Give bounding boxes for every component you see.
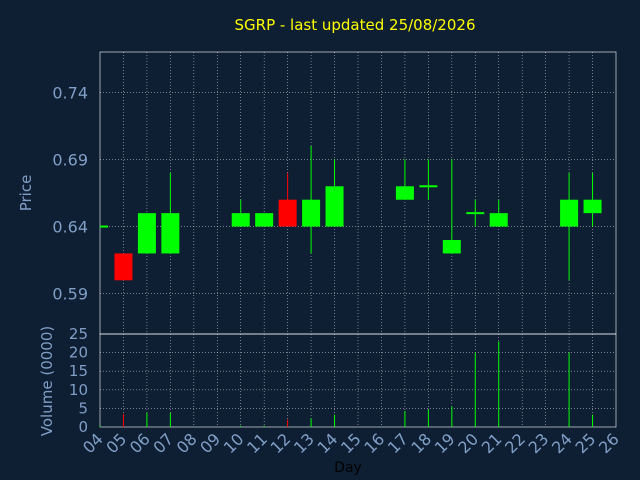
- volume-tick-label: 15: [69, 362, 88, 380]
- price-y-ticks: 0.59 0.64 0.69 0.74: [52, 83, 88, 303]
- candle-body: [231, 213, 250, 227]
- candle-18: [419, 159, 438, 200]
- candle-05: [114, 253, 133, 281]
- candle-06: [137, 213, 156, 254]
- volume-grid: [100, 334, 616, 427]
- volume-tick-label: 0: [78, 418, 88, 436]
- volume-tick-label: 10: [69, 381, 88, 399]
- candle-12: [278, 172, 297, 227]
- candle-17: [395, 159, 414, 200]
- candle-body: [114, 253, 133, 281]
- candle-body: [560, 199, 579, 227]
- candle-body: [302, 199, 321, 227]
- candle-body: [489, 213, 508, 227]
- candle-body: [255, 213, 274, 227]
- candle-body: [395, 186, 414, 200]
- day-x-ticks: 0405060708091011121314151617181920212223…: [79, 429, 623, 457]
- candle-07: [161, 172, 180, 254]
- candle-body: [161, 213, 180, 254]
- candle-11: [255, 213, 274, 227]
- volume-bars: [99, 341, 594, 427]
- price-tick-label: 0.64: [52, 218, 88, 237]
- price-tick-label: 0.74: [52, 83, 88, 102]
- candle-body: [137, 213, 156, 254]
- candles: [100, 146, 602, 281]
- volume-tick-label: 5: [78, 399, 88, 417]
- price-panel: 0.59 0.64 0.69 0.74 Price: [17, 51, 617, 335]
- candle-20: [466, 199, 485, 227]
- price-tick-label: 0.59: [52, 285, 88, 304]
- candle-body: [325, 186, 344, 227]
- volume-axis-label: Volume (0000): [38, 326, 56, 436]
- candle-13: [302, 146, 321, 254]
- candle-body: [419, 185, 438, 188]
- candle-10: [231, 199, 250, 227]
- chart-title: SGRP - last updated 25/08/2026: [235, 16, 476, 34]
- volume-tick-label: 20: [69, 344, 88, 362]
- candle-body: [466, 212, 485, 215]
- candle-04: [100, 225, 108, 228]
- volume-tick-label: 25: [69, 325, 88, 343]
- candle-21: [489, 199, 508, 227]
- candle-body: [100, 225, 108, 228]
- candle-25: [583, 172, 602, 227]
- candle-24: [560, 172, 579, 281]
- candle-body: [278, 199, 297, 227]
- price-tick-label: 0.69: [52, 150, 88, 169]
- day-axis-label: Day: [334, 460, 362, 476]
- price-axis-label: Price: [17, 175, 35, 212]
- candle-body: [442, 240, 461, 254]
- candle-19: [442, 159, 461, 254]
- candle-body: [583, 199, 602, 214]
- candle-14: [325, 159, 344, 227]
